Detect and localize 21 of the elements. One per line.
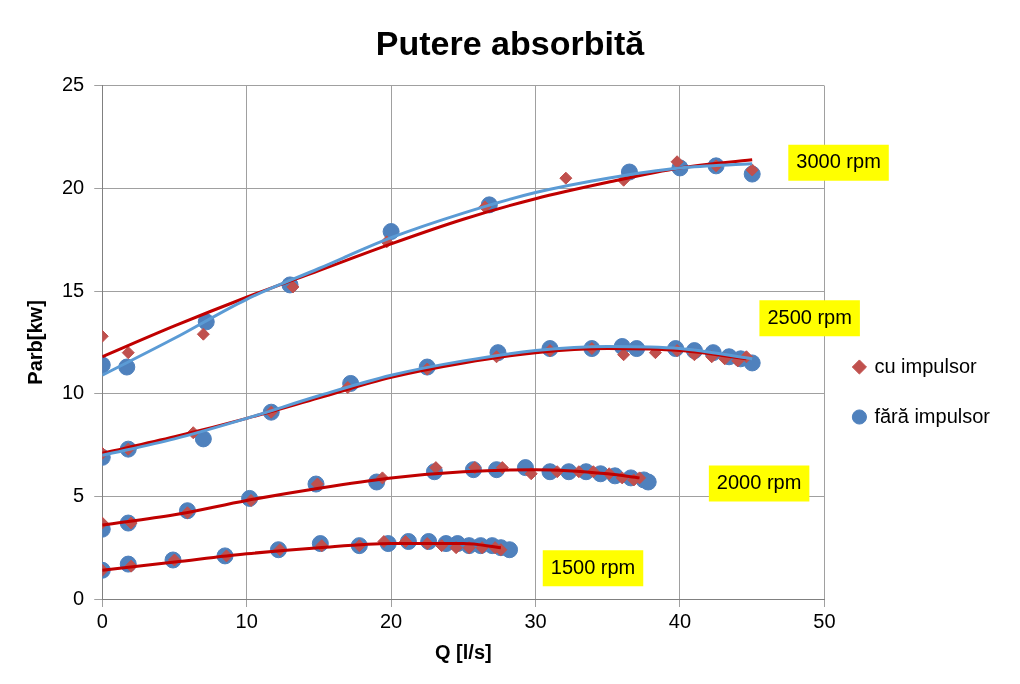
x-tick-label: 40	[668, 609, 692, 632]
x-tick-label: 20	[379, 609, 403, 632]
y-tick-label: 20	[62, 175, 85, 198]
y-tick-label: 25	[62, 73, 85, 96]
x-axis-title: Q [l/s]	[434, 640, 492, 663]
annotation: 3000 rpm	[796, 150, 881, 173]
x-tick-label: 30	[524, 609, 547, 632]
y-tick-label: 10	[62, 381, 85, 404]
annotation: 1500 rpm	[550, 555, 636, 578]
x-tick-label: 0	[96, 609, 108, 632]
y-tick-label: 0	[73, 586, 85, 609]
x-tick-label: 10	[235, 609, 258, 632]
chart-title: Putere absorbită	[375, 23, 646, 62]
legend-label: fără impulsor	[874, 404, 991, 427]
annotation: 2000 rpm	[716, 471, 802, 494]
legend-label: cu impulsor	[874, 354, 977, 377]
y-axis-title: Parb[kw]	[23, 300, 46, 385]
annotation: 2500 rpm	[767, 305, 852, 328]
y-tick-label: 15	[62, 278, 85, 301]
x-tick-label: 50	[813, 609, 836, 632]
y-tick-label: 5	[73, 483, 85, 506]
